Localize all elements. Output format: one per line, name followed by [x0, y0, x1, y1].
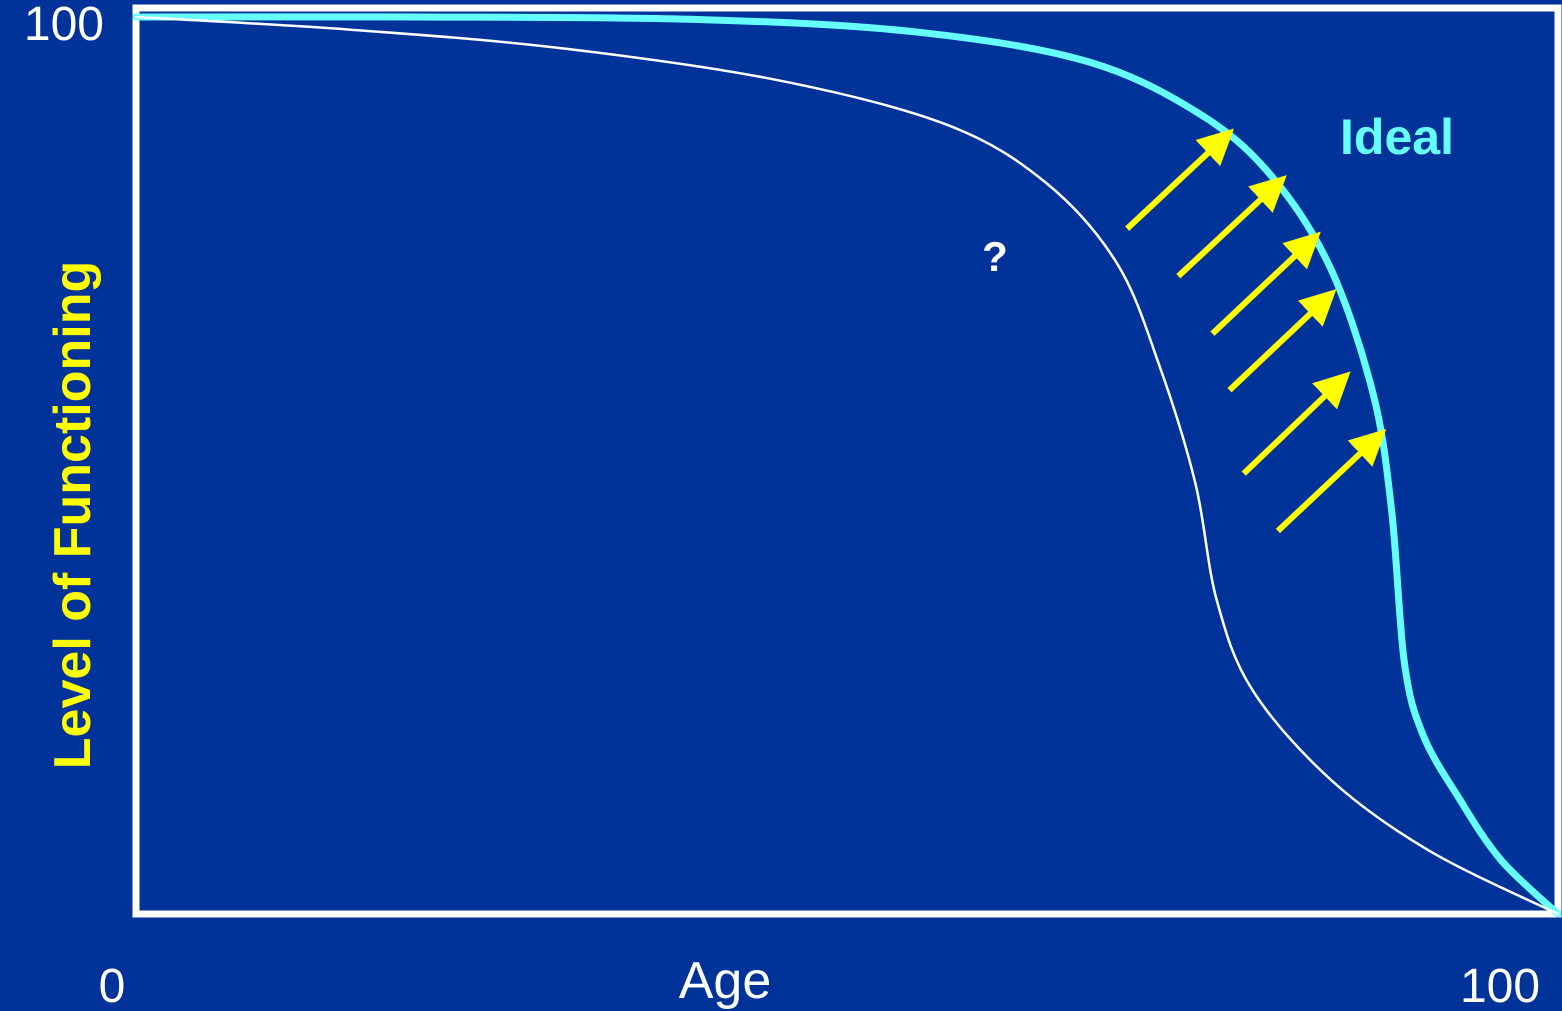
actual-curve-line — [134, 15, 1560, 916]
x-axis-title: Age — [679, 952, 772, 1010]
plot-frame — [132, 4, 1562, 918]
question-mark-label: ? — [982, 233, 1008, 280]
y-axis-title: Level of Functioning — [44, 261, 102, 769]
improvement-arrow — [1210, 231, 1321, 336]
improvement-arrow — [1227, 288, 1337, 393]
improvement-arrow — [1125, 128, 1235, 231]
x-tick-label-0: 0 — [99, 960, 126, 1011]
ideal-curve-label: Ideal — [1340, 109, 1454, 165]
y-tick-label-100: 100 — [24, 0, 104, 51]
improvement-arrow — [1241, 371, 1351, 476]
improvement-arrow — [1275, 428, 1387, 534]
x-tick-label-100: 100 — [1460, 960, 1540, 1011]
improvement-arrow — [1176, 175, 1287, 279]
